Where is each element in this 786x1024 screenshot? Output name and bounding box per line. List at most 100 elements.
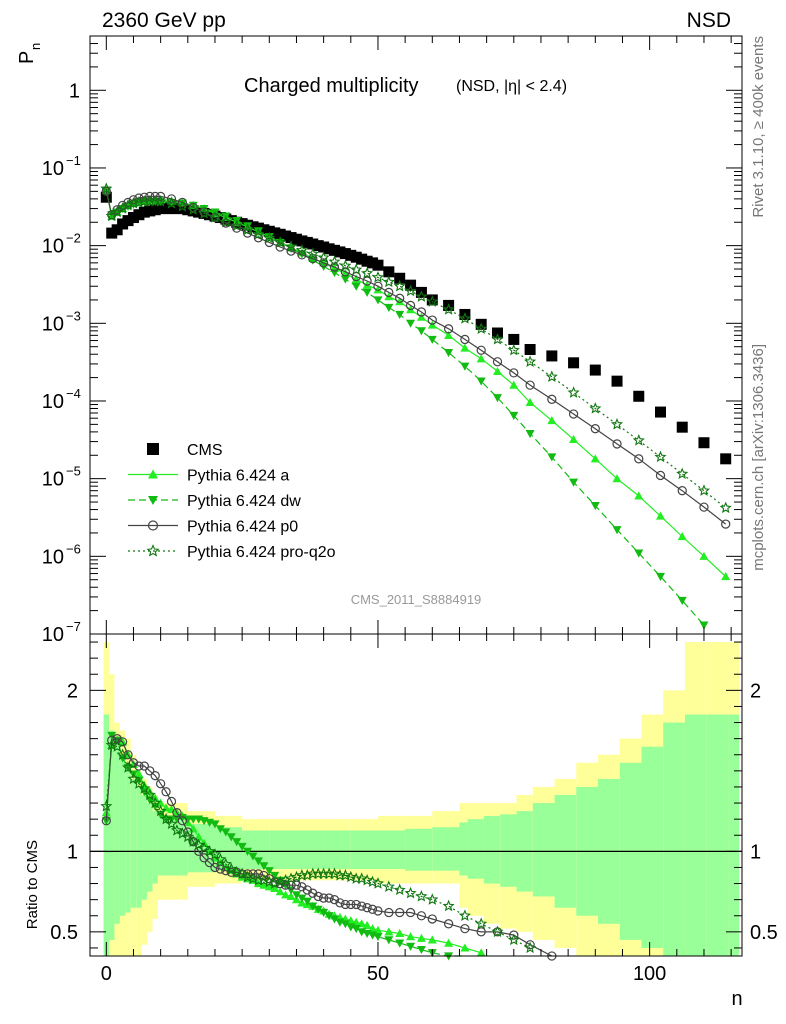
x-tick-label: 50 [367,963,389,985]
ratio-data-point [319,908,329,918]
main-data-point [547,394,557,404]
ratio-data-point [373,933,383,942]
main-data-point [101,186,111,196]
ratio-y-tick-label-right: 2 [750,680,761,702]
main-y-axis-label: P n [16,43,43,64]
ratio-data-point [393,883,406,896]
axis-ticks [90,35,742,956]
ratio-data-point [384,927,394,936]
main-data-point [654,450,667,463]
ratio-data-point [460,923,470,934]
main-data-point [306,247,319,260]
y-tick-label: 10 [42,469,64,491]
main-data-point [252,227,265,240]
main-data-point [677,596,687,605]
main-data-point [105,209,118,222]
band-inner-bin [532,803,555,897]
band-inner-bin [500,814,517,887]
main-data-point [382,275,395,288]
main-data-point [443,324,454,334]
ratio-data-point [355,872,368,884]
main-data-point [351,282,361,291]
ratio-data-point [165,817,178,830]
ratio-data-point [210,820,220,829]
band-inner-bin [350,830,378,870]
ratio-data-point [187,835,200,847]
header-right-label: NSD [687,9,731,32]
main-data-point [100,182,113,194]
ratio-data-point [226,833,236,842]
main-data-point [590,501,600,511]
main-data-point [507,343,520,356]
ratio-data-point [302,897,312,906]
main-data-point [677,531,687,541]
ratio-data-point [406,932,416,941]
band-inner-bin [405,828,433,871]
main-data-point [393,279,406,292]
main-data-point [317,251,330,263]
main-data-point [134,193,144,203]
main-data-point [525,380,535,390]
ratio-data-point [275,887,285,896]
ratio-data-point [248,852,258,861]
ratio-data-point [208,848,222,860]
ratio-data-point [204,857,215,868]
ratio-data-point [416,911,427,921]
main-data-point [655,406,666,418]
x-axis-label: n [731,988,742,1010]
ratio-data-point [427,914,437,924]
main-data-point [132,196,145,208]
main-data-point [230,219,243,231]
ratio-data-point [215,864,226,874]
main-data-point [198,207,211,219]
main-data-point [569,478,579,487]
ratio-data-point [297,894,307,903]
ratio-data-point [384,936,394,945]
ratio-data-point [274,875,287,888]
main-data-point [232,223,242,233]
legend-entry: Pythia 6.424 dw [128,493,301,510]
ratio-data-point [302,885,312,895]
ratio-data-point [297,882,307,892]
ratio-y-axis-label: Ratio to CMS [24,840,41,929]
main-data-point [568,409,579,419]
ratio-data-point [219,857,232,870]
main-data-point [655,470,666,481]
ratio-y-tick-label-left: 2 [67,680,78,702]
main-data-point [415,290,428,302]
main-data-point [362,288,372,297]
band-inner-bin [706,714,729,956]
main-data-point [719,501,732,514]
ratio-data-point [344,870,357,883]
main-data-point [187,203,200,215]
y-tick-label: 10 [42,236,64,258]
ratio-data-point [367,904,378,914]
ratio-series-2 [101,734,557,961]
ratio-data-point [340,899,351,910]
ratio-data-point [188,824,198,833]
main-data-point [263,231,276,244]
y-tick-exponent: −6 [66,541,81,556]
legend-marker [147,443,159,455]
main-data-point [165,196,178,209]
main-data-point [589,364,601,376]
ratio-data-point [458,909,471,921]
ratio-data-point [166,796,177,807]
main-title: Charged multiplicity [244,75,419,97]
ratio-data-point [286,891,296,901]
ratio-data-point [214,852,227,865]
legend-label: Pythia 6.424 pro-q2o [187,544,336,561]
ratio-data-point [242,869,253,879]
main-data-point [509,368,519,378]
ratio-data-point [279,873,292,886]
y-tick-label: 10 [42,391,64,413]
main-series-2 [101,187,709,630]
ratio-data-point [246,872,260,884]
main-data-point [545,370,558,382]
main-data-point [362,276,372,286]
y-tick-exponent: −2 [66,231,81,246]
main-series-line [105,191,705,626]
ratio-data-point [177,816,188,826]
